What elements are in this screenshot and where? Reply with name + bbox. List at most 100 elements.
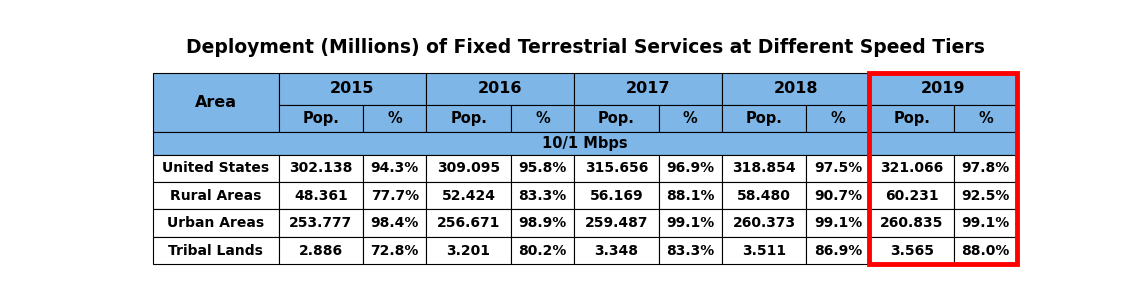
Text: %: %: [979, 111, 994, 126]
Bar: [722, 105, 806, 132]
Bar: [869, 182, 955, 210]
Bar: [279, 73, 426, 105]
Text: 72.8%: 72.8%: [370, 244, 419, 258]
Bar: [955, 210, 1018, 237]
Text: Pop.: Pop.: [746, 111, 782, 126]
Bar: [722, 155, 806, 182]
Bar: [153, 155, 279, 182]
Bar: [510, 155, 574, 182]
Text: 99.1%: 99.1%: [666, 216, 715, 230]
Text: Pop.: Pop.: [598, 111, 635, 126]
Bar: [153, 210, 279, 237]
Text: 98.9%: 98.9%: [518, 216, 566, 230]
Bar: [363, 210, 426, 237]
Bar: [869, 105, 955, 132]
Bar: [426, 73, 574, 105]
Bar: [426, 182, 510, 210]
Bar: [426, 237, 510, 264]
Text: 94.3%: 94.3%: [371, 161, 419, 175]
Bar: [153, 73, 279, 132]
Bar: [869, 73, 1018, 105]
Text: 88.0%: 88.0%: [962, 244, 1010, 258]
Bar: [806, 182, 869, 210]
Bar: [659, 155, 722, 182]
Text: %: %: [536, 111, 549, 126]
Text: 60.231: 60.231: [885, 189, 939, 203]
Text: %: %: [387, 111, 402, 126]
Text: 98.4%: 98.4%: [370, 216, 419, 230]
Text: 2015: 2015: [330, 81, 375, 96]
Bar: [806, 210, 869, 237]
Bar: [722, 210, 806, 237]
Bar: [279, 210, 363, 237]
Text: 315.656: 315.656: [585, 161, 648, 175]
Text: 80.2%: 80.2%: [518, 244, 566, 258]
Text: 92.5%: 92.5%: [962, 189, 1010, 203]
Text: 83.3%: 83.3%: [666, 244, 715, 258]
Bar: [363, 105, 426, 132]
Bar: [574, 182, 659, 210]
Text: 256.671: 256.671: [437, 216, 500, 230]
Bar: [574, 105, 659, 132]
Bar: [722, 73, 869, 105]
Text: 86.9%: 86.9%: [814, 244, 862, 258]
Text: 88.1%: 88.1%: [666, 189, 715, 203]
Bar: [279, 237, 363, 264]
Bar: [869, 155, 955, 182]
Bar: [510, 105, 574, 132]
Bar: [574, 210, 659, 237]
Text: 56.169: 56.169: [589, 189, 643, 203]
Text: 2017: 2017: [626, 81, 670, 96]
Bar: [426, 210, 510, 237]
Bar: [574, 73, 722, 105]
Text: 77.7%: 77.7%: [371, 189, 419, 203]
Bar: [426, 105, 510, 132]
Bar: [363, 237, 426, 264]
Text: 95.8%: 95.8%: [518, 161, 566, 175]
Text: Tribal Lands: Tribal Lands: [169, 244, 264, 258]
Text: 48.361: 48.361: [293, 189, 348, 203]
Text: 309.095: 309.095: [437, 161, 500, 175]
Text: 58.480: 58.480: [737, 189, 791, 203]
Bar: [806, 237, 869, 264]
Text: Deployment (Millions) of Fixed Terrestrial Services at Different Speed Tiers: Deployment (Millions) of Fixed Terrestri…: [186, 38, 984, 57]
Text: 321.066: 321.066: [880, 161, 943, 175]
Bar: [869, 73, 1018, 264]
Text: Urban Areas: Urban Areas: [168, 216, 265, 230]
Bar: [955, 155, 1018, 182]
Text: 99.1%: 99.1%: [962, 216, 1010, 230]
Text: Area: Area: [195, 95, 236, 110]
Bar: [659, 182, 722, 210]
Text: 2016: 2016: [477, 81, 522, 96]
Bar: [806, 105, 869, 132]
Text: 3.201: 3.201: [447, 244, 491, 258]
Bar: [363, 182, 426, 210]
Bar: [279, 182, 363, 210]
Bar: [955, 237, 1018, 264]
Bar: [510, 182, 574, 210]
Text: Pop.: Pop.: [893, 111, 931, 126]
Text: 3.348: 3.348: [594, 244, 638, 258]
Bar: [510, 210, 574, 237]
Bar: [869, 237, 955, 264]
Text: 260.835: 260.835: [880, 216, 943, 230]
Text: 10/1 Mbps: 10/1 Mbps: [542, 136, 628, 151]
Text: 99.1%: 99.1%: [814, 216, 862, 230]
Text: 3.511: 3.511: [742, 244, 786, 258]
Text: 2.886: 2.886: [299, 244, 343, 258]
Bar: [153, 237, 279, 264]
Bar: [574, 237, 659, 264]
Bar: [722, 237, 806, 264]
Text: %: %: [683, 111, 698, 126]
Bar: [153, 132, 1018, 155]
Text: Pop.: Pop.: [450, 111, 486, 126]
Text: 83.3%: 83.3%: [518, 189, 566, 203]
Text: 97.8%: 97.8%: [962, 161, 1010, 175]
Bar: [659, 210, 722, 237]
Text: %: %: [830, 111, 845, 126]
Text: 97.5%: 97.5%: [814, 161, 862, 175]
Bar: [574, 155, 659, 182]
Text: United States: United States: [162, 161, 270, 175]
Text: 2019: 2019: [922, 81, 966, 96]
Text: 259.487: 259.487: [585, 216, 649, 230]
